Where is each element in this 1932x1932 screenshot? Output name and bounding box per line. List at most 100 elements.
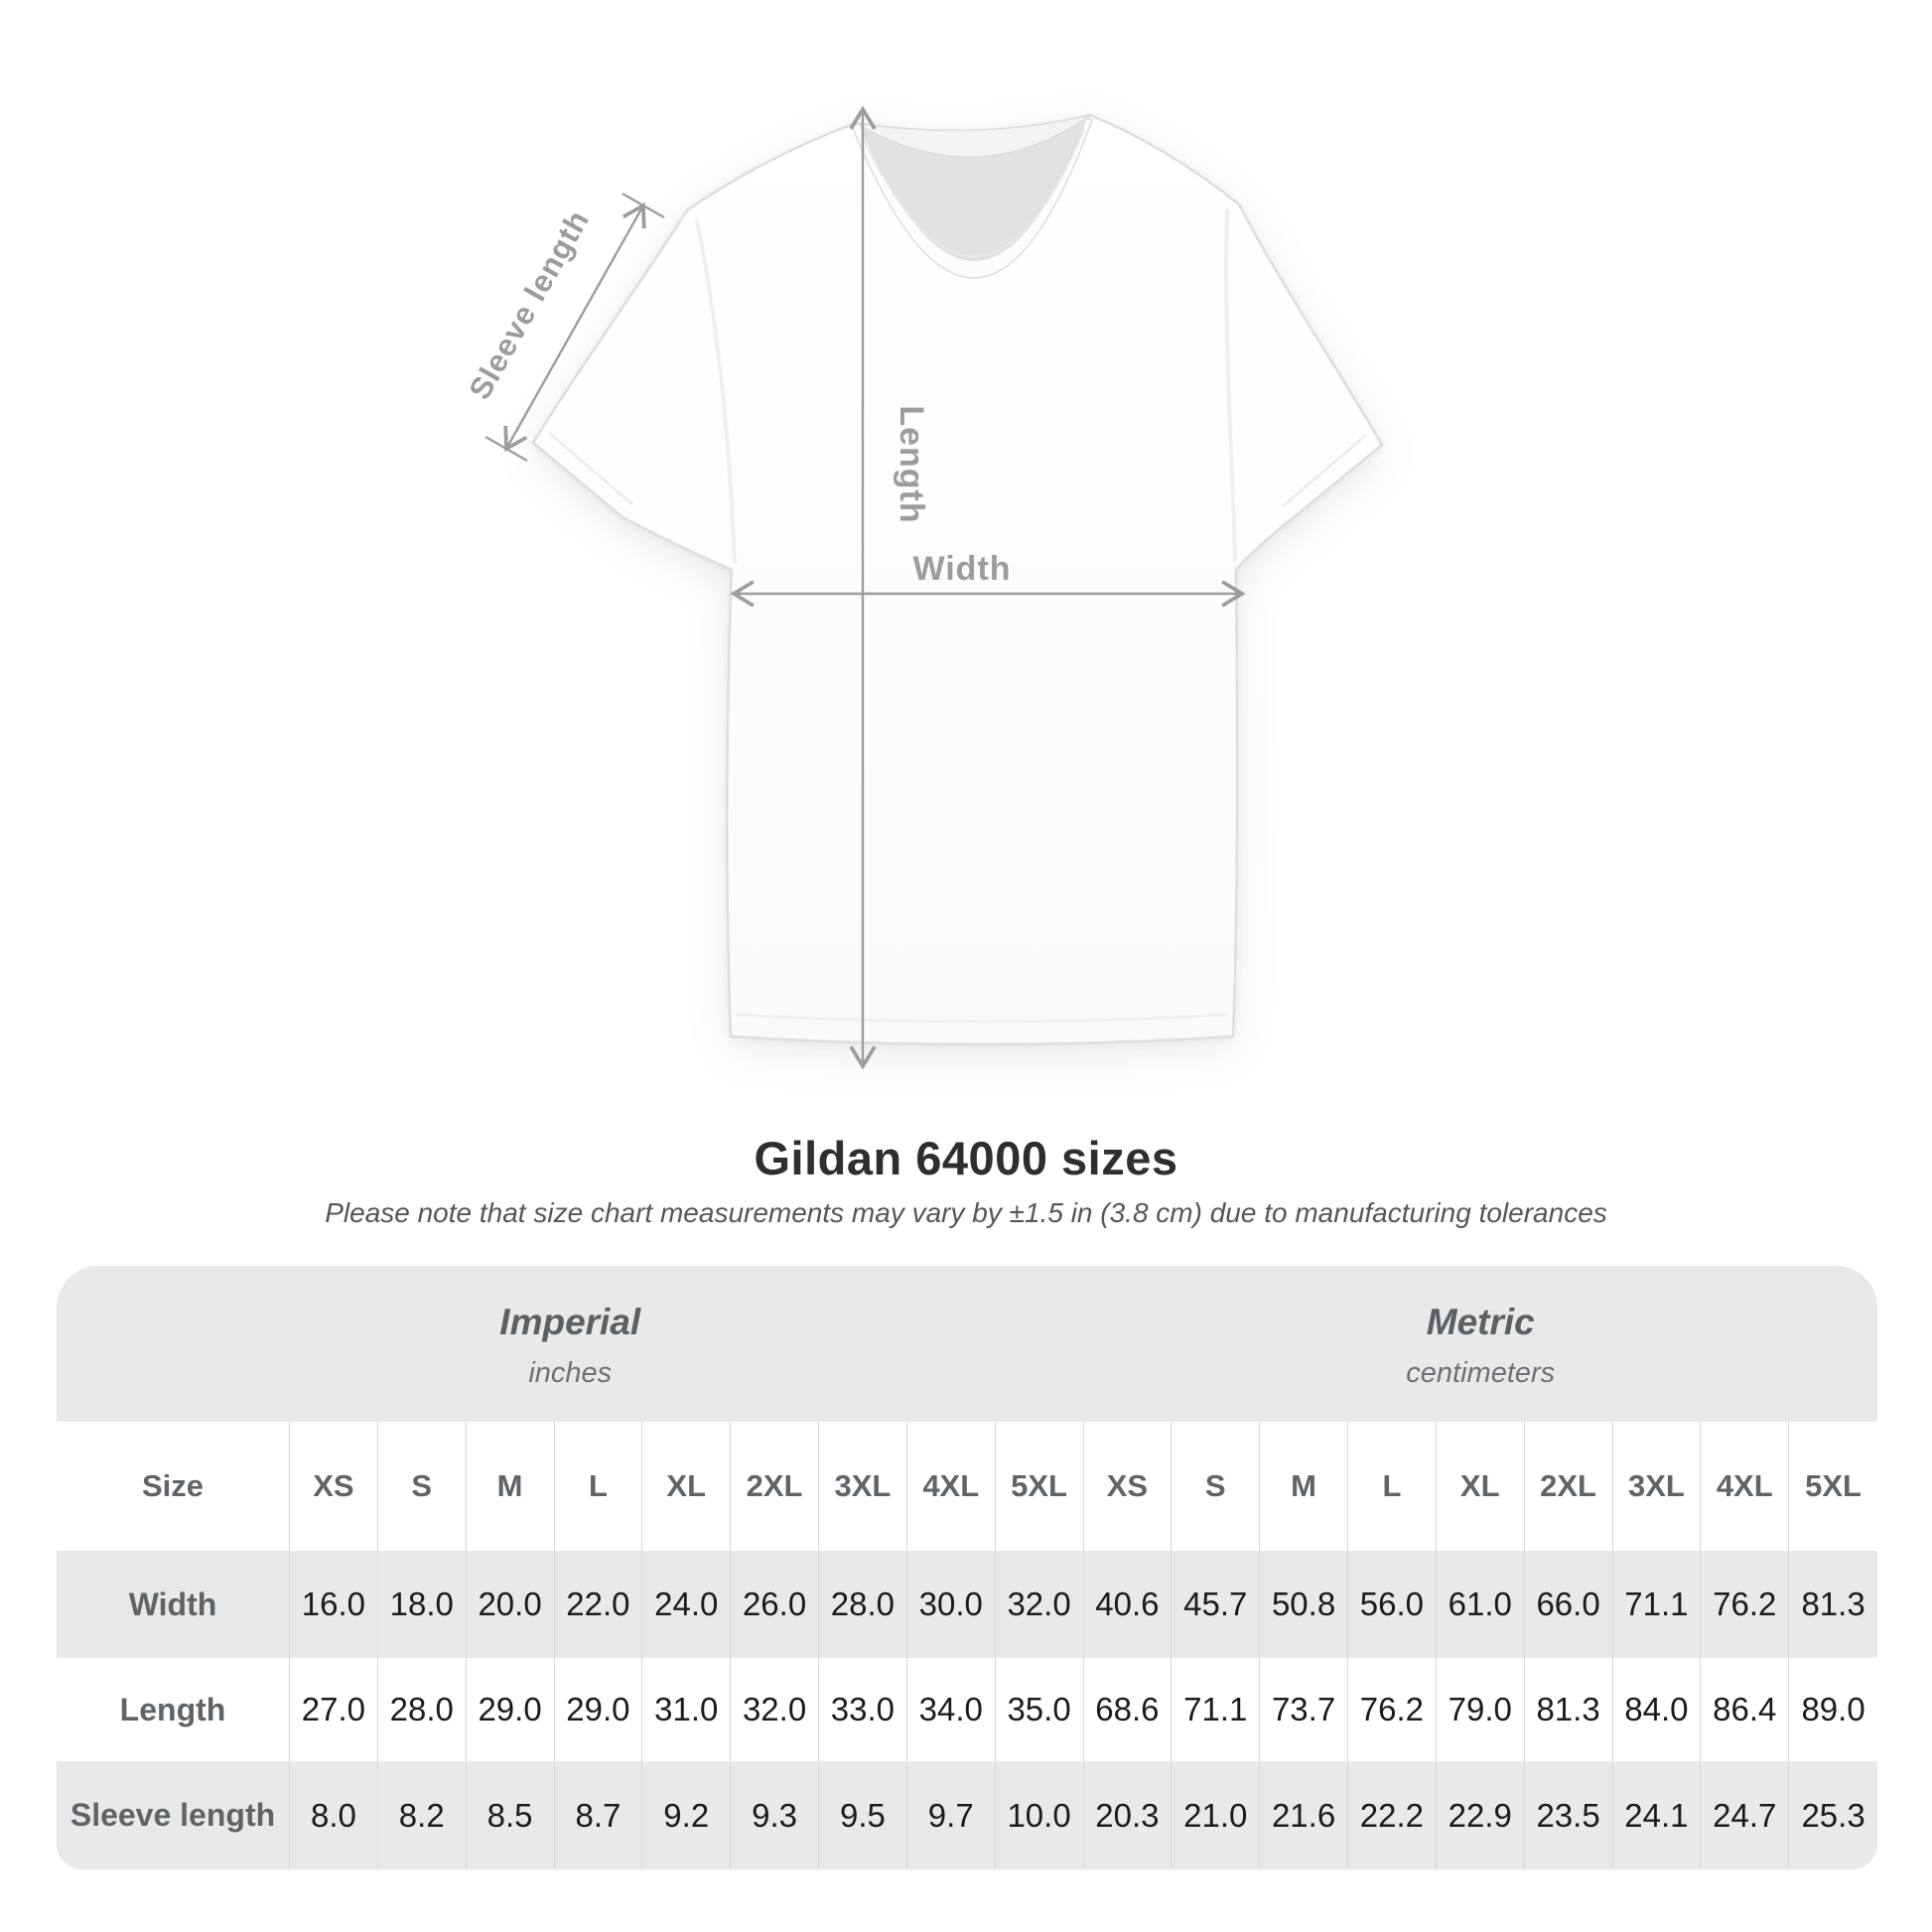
value-cell: 33.0 (819, 1658, 907, 1761)
collar-stitch-line (861, 128, 1085, 258)
value-cell: 66.0 (1524, 1551, 1613, 1658)
page-title: Gildan 64000 sizes (754, 1132, 1178, 1184)
row-label-width: Width (57, 1551, 290, 1658)
value-cell: 84.0 (1612, 1658, 1702, 1761)
value-cell: 27.0 (290, 1658, 378, 1761)
value-cell: 28.0 (377, 1658, 467, 1761)
value-cell: 24.1 (1612, 1761, 1702, 1869)
value-cell: 16.0 (290, 1551, 378, 1658)
value-cell: 76.2 (1701, 1551, 1790, 1658)
size-header-metric: S (1172, 1422, 1261, 1551)
value-cell: 86.4 (1701, 1658, 1790, 1761)
measurement-annotations (484, 105, 1246, 1070)
right-side-seam (1224, 207, 1237, 563)
sleeve-arrow-end-tick-bottom (484, 435, 528, 463)
back-collar-band (855, 114, 1091, 158)
size-header-imperial: 4XL (906, 1422, 996, 1551)
size-header-imperial: M (466, 1422, 555, 1551)
size-header-imperial: S (377, 1422, 467, 1551)
value-cell: 35.0 (995, 1658, 1084, 1761)
value-cell: 25.3 (1789, 1761, 1877, 1869)
value-cell: 71.1 (1612, 1551, 1702, 1658)
metric-group-header: Metric centimeters (1084, 1266, 1878, 1422)
sleeve-arrow-end-tick-top (621, 192, 665, 219)
value-cell: 24.0 (642, 1551, 732, 1658)
value-cell: 8.2 (377, 1761, 467, 1869)
value-cell: 34.0 (906, 1658, 996, 1761)
value-cell: 81.3 (1789, 1551, 1877, 1658)
size-header-metric: 4XL (1701, 1422, 1790, 1551)
value-cell: 71.1 (1172, 1658, 1261, 1761)
value-cell: 56.0 (1348, 1551, 1437, 1658)
size-column-header: Size (57, 1422, 290, 1551)
length-label: Length (893, 405, 930, 523)
tshirt-measurement-diagram: Sleeve length Length Width (462, 105, 1384, 1070)
imperial-group-unit: inches (528, 1357, 613, 1389)
value-cell: 50.8 (1260, 1551, 1348, 1658)
left-side-seam (695, 219, 737, 565)
size-header-metric: 2XL (1524, 1422, 1613, 1551)
value-cell: 26.0 (731, 1551, 819, 1658)
tshirt-graphic (531, 113, 1384, 1046)
value-cell: 21.0 (1172, 1761, 1261, 1869)
value-cell: 40.6 (1083, 1551, 1173, 1658)
value-cell: 89.0 (1789, 1658, 1877, 1761)
value-cell: 22.0 (554, 1551, 643, 1658)
value-cell: 61.0 (1436, 1551, 1525, 1658)
row-label-length: Length (57, 1658, 290, 1761)
value-cell: 21.6 (1260, 1761, 1348, 1869)
value-cell: 9.2 (642, 1761, 732, 1869)
value-cell: 22.9 (1436, 1761, 1525, 1869)
value-cell: 29.0 (466, 1658, 555, 1761)
size-header-metric: L (1348, 1422, 1437, 1551)
value-cell: 20.3 (1083, 1761, 1173, 1869)
value-cell: 23.5 (1524, 1761, 1613, 1869)
value-cell: 8.0 (290, 1761, 378, 1869)
size-header-imperial: 5XL (995, 1422, 1084, 1551)
imperial-group-header: Imperial inches (57, 1266, 1084, 1422)
value-cell: 79.0 (1436, 1658, 1525, 1761)
value-cell: 9.5 (819, 1761, 907, 1869)
sleeve-length-arrow (503, 202, 646, 453)
value-cell: 31.0 (642, 1658, 732, 1761)
value-cell: 9.7 (906, 1761, 996, 1869)
value-cell: 81.3 (1524, 1658, 1613, 1761)
right-cuff-seam (1282, 434, 1367, 507)
value-cell: 32.0 (995, 1551, 1084, 1658)
size-header-metric: 5XL (1789, 1422, 1877, 1551)
imperial-group-name: Imperial (499, 1302, 641, 1342)
size-header-metric: XS (1083, 1422, 1173, 1551)
value-cell: 29.0 (554, 1658, 643, 1761)
size-header-metric: M (1260, 1422, 1348, 1551)
metric-group-name: Metric (1426, 1302, 1535, 1342)
value-cell: 20.0 (466, 1551, 555, 1658)
value-cell: 28.0 (819, 1551, 907, 1658)
size-header-imperial: XL (642, 1422, 732, 1551)
value-cell: 76.2 (1348, 1658, 1437, 1761)
size-header-imperial: 2XL (731, 1422, 819, 1551)
value-cell: 24.7 (1701, 1761, 1790, 1869)
size-header-imperial: L (554, 1422, 643, 1551)
value-cell: 73.7 (1260, 1658, 1348, 1761)
hem-seam (735, 1013, 1229, 1024)
metric-group-unit: centimeters (1406, 1357, 1556, 1389)
row-label-sleeve-length: Sleeve length (57, 1761, 290, 1869)
value-cell: 32.0 (731, 1658, 819, 1761)
size-header-metric: XL (1436, 1422, 1525, 1551)
value-cell: 8.5 (466, 1761, 555, 1869)
front-collar-band (850, 117, 1093, 279)
size-header-metric: 3XL (1612, 1422, 1702, 1551)
value-cell: 45.7 (1172, 1551, 1261, 1658)
size-chart-table: Imperial inches Metric centimeters Size … (57, 1266, 1877, 1869)
value-cell: 30.0 (906, 1551, 996, 1658)
size-header-imperial: 3XL (819, 1422, 907, 1551)
tolerance-note: Please note that size chart measurements… (325, 1197, 1607, 1228)
value-cell: 22.2 (1348, 1761, 1437, 1869)
value-cell: 8.7 (554, 1761, 643, 1869)
value-cell: 68.6 (1083, 1658, 1173, 1761)
size-header-imperial: XS (290, 1422, 378, 1551)
value-cell: 18.0 (377, 1551, 467, 1658)
value-cell: 10.0 (995, 1761, 1084, 1869)
width-label: Width (912, 550, 1011, 588)
